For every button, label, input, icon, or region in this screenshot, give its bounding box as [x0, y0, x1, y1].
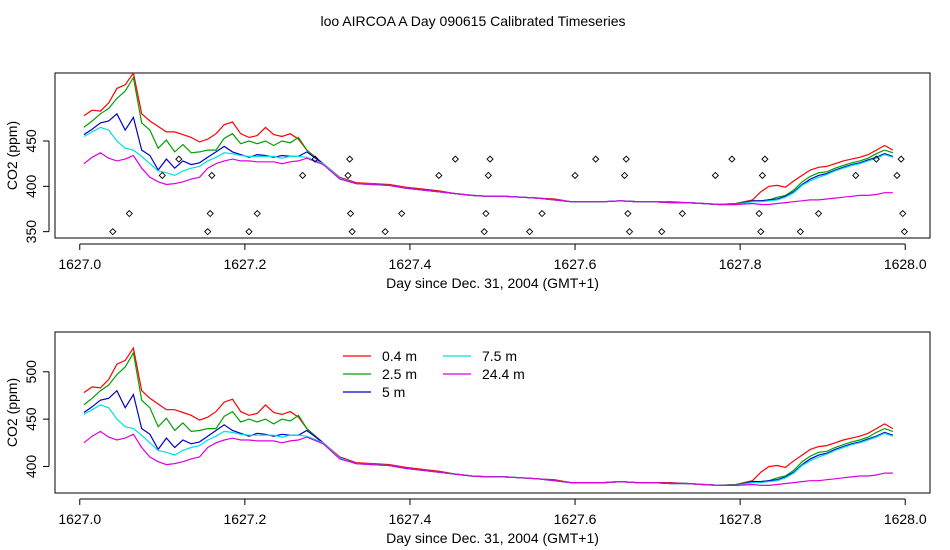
diamond-marker [897, 155, 905, 163]
diamond-marker [480, 228, 488, 236]
diamond-marker [899, 209, 907, 218]
diamond-marker [398, 209, 406, 218]
diamond-marker [592, 155, 600, 163]
series-line-5-m [83, 389, 894, 486]
diamond-marker [125, 209, 133, 218]
diamond-marker [761, 155, 769, 163]
x-axis-label: Day since Dec. 31, 2004 (GMT+1) [386, 275, 599, 291]
legend-label: 5 m [382, 384, 405, 400]
legend-label: 0.4 m [382, 348, 417, 364]
x-tick-label: 1627.4 [389, 511, 432, 527]
diamond-marker [346, 209, 355, 218]
diamond-marker [175, 155, 183, 163]
x-tick-label: 1627.2 [223, 256, 266, 272]
series-group [83, 73, 894, 206]
diamond-marker [658, 228, 666, 236]
diamond-marker [571, 171, 579, 180]
diamond-marker [158, 171, 166, 180]
diamond-marker [486, 155, 494, 163]
diamond-marker [678, 209, 686, 218]
diamond-marker [620, 171, 629, 180]
diamond-marker [253, 209, 261, 218]
diamond-marker [538, 209, 546, 218]
diamond-marker [625, 228, 634, 236]
diamond-marker [204, 228, 212, 236]
y-tick-label: 450 [23, 407, 39, 431]
x-tick-label: 1628.0 [884, 256, 927, 272]
series-line-24-4-m [83, 152, 893, 206]
diamond-marker [482, 209, 490, 218]
legend-label: 24.4 m [482, 366, 525, 382]
x-tick-label: 1627.2 [223, 511, 266, 527]
diamond-marker [711, 171, 720, 180]
diamond-marker [624, 209, 632, 218]
series-line-7-5-m [83, 404, 894, 486]
y-tick-label: 450 [23, 129, 39, 153]
diamond-marker [814, 209, 823, 218]
diamond-marker [208, 171, 216, 180]
diamond-marker [344, 171, 352, 180]
diamond-marker [758, 171, 767, 180]
diamond-marker [852, 171, 860, 180]
x-tick-label: 1627.6 [554, 511, 597, 527]
diamond-marker [245, 228, 253, 236]
plot-frame [54, 72, 931, 239]
y-tick-label: 350 [23, 220, 39, 244]
diamond-marker [451, 155, 459, 163]
x-tick-label: 1627.6 [554, 256, 597, 272]
legend-label: 7.5 m [482, 348, 517, 364]
diamond-marker [900, 228, 909, 236]
diamond-marker [893, 171, 901, 180]
legend-label: 2.5 m [382, 366, 417, 382]
diamond-marker [311, 155, 319, 163]
chart-title: loo AIRCOA A Day 090615 Calibrated Times… [320, 13, 625, 29]
y-tick-label: 400 [23, 174, 39, 198]
y-tick-label: 500 [23, 360, 39, 384]
diamond-marker [622, 155, 630, 163]
diamond-marker [872, 155, 880, 163]
diamond-marker [206, 209, 214, 218]
x-tick-label: 1627.4 [389, 256, 432, 272]
diamond-marker [348, 228, 356, 236]
bottom-panel: 1627.0 1627.2 1627.4 1627.6 1627.8 1628.0 Day … [4, 331, 931, 546]
plot-frame [54, 331, 931, 494]
diamond-marker [755, 209, 763, 218]
y-tick-label: 400 [23, 455, 39, 479]
x-tick-label: 1627.0 [58, 511, 101, 527]
x-tick-label: 1627.8 [719, 256, 762, 272]
diamond-marker [109, 228, 117, 236]
diamond-marker [299, 171, 307, 180]
diamond-marker [346, 155, 354, 163]
diamond-marker [526, 228, 534, 236]
series-line-5-m [83, 112, 894, 206]
series-line-0-4-m [83, 73, 894, 206]
series-line-24-4-m [83, 430, 893, 486]
y-axis-label: CO2 (ppm) [4, 121, 20, 190]
series-line-7-5-m [83, 126, 894, 206]
diamond-marker [728, 155, 736, 163]
x-tick-label: 1627.0 [58, 256, 101, 272]
x-tick-label: 1628.0 [884, 511, 927, 527]
x-axis-label: Day since Dec. 31, 2004 (GMT+1) [386, 530, 599, 546]
diamond-marker [435, 171, 443, 180]
diamond-marker [757, 228, 765, 236]
diamond-marker [484, 171, 493, 180]
top-panel: 1627.0 1627.2 1627.4 1627.6 1627.8 1628.0 Day … [4, 72, 931, 291]
x-tick-label: 1627.8 [719, 511, 762, 527]
diamond-marker [381, 228, 389, 236]
series-group [83, 346, 894, 487]
diamond-marker [796, 228, 805, 236]
y-axis-label: CO2 (ppm) [4, 378, 20, 447]
